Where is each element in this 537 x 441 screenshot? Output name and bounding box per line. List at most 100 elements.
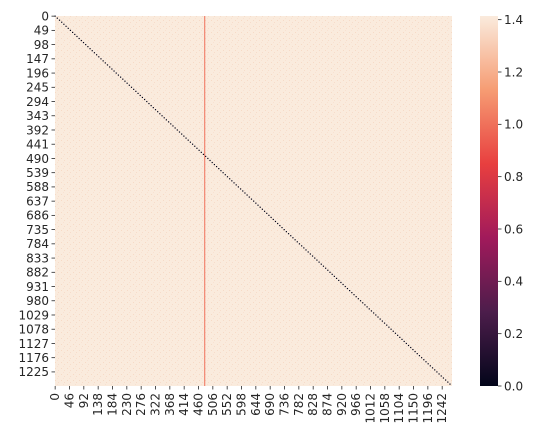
x-tick-label: 460 — [191, 393, 205, 416]
diagonal-cell — [279, 224, 281, 227]
diagonal-cell — [397, 334, 399, 336]
y-tick-label: 1078 — [18, 323, 49, 337]
colorbar-tick-label: 0.8 — [504, 170, 523, 184]
diagonal-cell — [187, 139, 189, 141]
diagonal-cell — [296, 241, 298, 243]
diagonal-cell — [82, 41, 85, 44]
diagonal-cell — [85, 44, 87, 46]
diagonal-cell — [218, 168, 220, 170]
diagonal-cell — [91, 50, 93, 52]
diagonal-cell — [349, 289, 351, 292]
diagonal-cell — [394, 332, 397, 334]
diagonal-cell — [346, 287, 349, 290]
diagonal-cell — [294, 239, 296, 241]
colorbar-tick-label: 1.0 — [504, 118, 523, 132]
diagonal-cell — [159, 113, 161, 115]
diagonal-cell — [233, 182, 235, 184]
diagonal-cell — [98, 56, 100, 58]
diagonal-cell — [416, 353, 418, 355]
diagonal-cell — [301, 245, 303, 247]
x-tick-label: 828 — [306, 393, 320, 416]
x-tick-label: 598 — [235, 393, 249, 416]
diagonal-cell — [137, 92, 139, 94]
diagonal-cell — [263, 210, 266, 212]
x-tick-label: 552 — [220, 393, 234, 416]
diagonal-cell — [87, 46, 89, 48]
diagonal-cell — [215, 165, 218, 168]
y-tick-label: 245 — [26, 81, 49, 95]
diagonal-cell — [198, 149, 200, 151]
diagonal-cell — [224, 174, 226, 176]
diagonal-cell — [429, 365, 431, 367]
y-tick-label: 49 — [34, 24, 49, 38]
diagonal-cell — [261, 208, 263, 210]
diagonal-cell — [311, 255, 314, 257]
x-tick-label: 46 — [62, 393, 76, 408]
y-tick-label: 931 — [26, 280, 49, 294]
diagonal-cell — [167, 121, 170, 123]
colorbar-gradient — [480, 16, 498, 386]
diagonal-cell — [379, 318, 381, 320]
diagonal-cell — [434, 369, 436, 371]
diagonal-cell — [244, 192, 246, 194]
diagonal-cell — [423, 359, 425, 361]
diagonal-cell — [209, 159, 211, 162]
diagonal-cell — [399, 336, 401, 338]
diagonal-cell — [388, 326, 390, 328]
diagonal-cell — [309, 253, 311, 255]
diagonal-cell — [207, 157, 209, 160]
diagonal-cell — [281, 226, 283, 229]
diagonal-cell — [126, 82, 128, 84]
diagonal-cell — [65, 25, 67, 27]
diagonal-cell — [318, 261, 320, 263]
x-tick-label: 92 — [77, 393, 91, 408]
diagonal-cell — [139, 94, 141, 97]
x-tick-label: 414 — [177, 393, 191, 416]
diagonal-cell — [351, 292, 353, 294]
y-tick-label: 1225 — [18, 365, 49, 379]
diagonal-cell — [253, 200, 255, 202]
diagonal-cell — [364, 304, 366, 306]
diagonal-cell — [442, 377, 445, 379]
diagonal-cell — [449, 383, 451, 385]
y-tick-label: 441 — [26, 138, 49, 152]
diagonal-cell — [292, 237, 294, 239]
diagonal-cell — [246, 194, 248, 196]
colorbar: 0.0 0.2 0.4 0.6 0.8 1.0 1.2 1.4 — [480, 13, 523, 393]
diagonal-cell — [157, 111, 159, 113]
diagonal-cell — [370, 310, 373, 312]
x-tick-label: 874 — [321, 393, 335, 416]
x-tick-label: 1150 — [407, 393, 421, 424]
colorbar-tick-label: 0.2 — [504, 327, 523, 341]
diagonal-cell — [333, 275, 335, 277]
diagonal-cell — [89, 48, 91, 50]
diagonal-cell — [78, 37, 80, 40]
diagonal-cell — [250, 198, 253, 200]
y-tick-label: 588 — [26, 180, 49, 194]
diagonal-cell — [58, 19, 61, 21]
diagonal-cell — [135, 90, 137, 92]
y-tick-label: 98 — [34, 38, 49, 52]
colorbar-tick-label: 0.0 — [504, 379, 523, 393]
diagonal-cell — [194, 145, 196, 147]
y-tick-label: 294 — [26, 95, 49, 109]
x-tick-label: 368 — [163, 393, 177, 416]
x-tick-label: 966 — [349, 393, 363, 416]
x-tick-label: 1104 — [392, 393, 406, 424]
colorbar-tick-label: 0.4 — [504, 275, 523, 289]
diagonal-cell — [298, 243, 301, 245]
diagonal-cell — [115, 72, 117, 74]
diagonal-cell — [259, 206, 261, 208]
x-tick-label: 1196 — [421, 393, 435, 424]
diagonal-cell — [331, 273, 333, 275]
diagonal-cell — [248, 196, 250, 198]
diagonal-cell — [255, 202, 257, 204]
diagonal-cell — [421, 357, 423, 359]
diagonal-cell — [366, 306, 368, 308]
diagonal-cell — [74, 33, 76, 36]
diagonal-cell — [407, 344, 410, 347]
x-tick-label: 782 — [292, 393, 306, 416]
diagonal-cell — [270, 216, 272, 219]
diagonal-cell — [283, 229, 285, 231]
